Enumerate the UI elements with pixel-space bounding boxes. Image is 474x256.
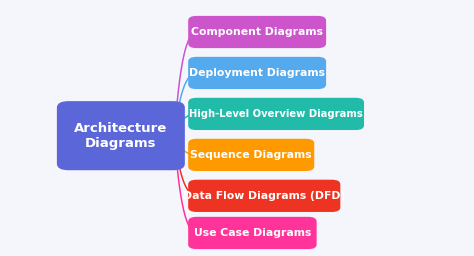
Text: Use Case Diagrams: Use Case Diagrams xyxy=(194,228,311,238)
Text: Architecture
Diagrams: Architecture Diagrams xyxy=(74,122,167,150)
FancyBboxPatch shape xyxy=(188,217,317,249)
Text: Data Flow Diagrams (DFD): Data Flow Diagrams (DFD) xyxy=(183,191,346,201)
FancyBboxPatch shape xyxy=(188,57,326,89)
FancyBboxPatch shape xyxy=(188,98,364,130)
FancyBboxPatch shape xyxy=(188,180,340,212)
FancyBboxPatch shape xyxy=(57,101,185,170)
Text: Component Diagrams: Component Diagrams xyxy=(191,27,323,37)
FancyBboxPatch shape xyxy=(188,139,314,171)
Text: Deployment Diagrams: Deployment Diagrams xyxy=(189,68,325,78)
Text: Sequence Diagrams: Sequence Diagrams xyxy=(191,150,312,160)
FancyBboxPatch shape xyxy=(188,16,326,48)
Text: High-Level Overview Diagrams: High-Level Overview Diagrams xyxy=(189,109,363,119)
